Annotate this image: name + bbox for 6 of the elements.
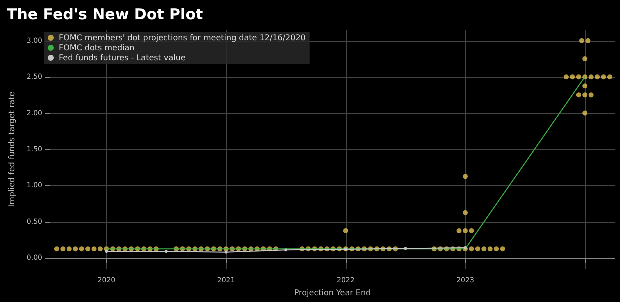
chart-title: The Fed's New Dot Plot — [7, 6, 204, 24]
legend-label: FOMC members' dot projections for meeting date 12/16/2020 — [59, 34, 306, 42]
legend-label: Fed funds futures - Latest value — [59, 54, 186, 62]
y-axis-title: Implied fed funds target rate — [8, 92, 16, 208]
x-axis-title: Projection Year End — [294, 288, 372, 298]
legend-label: FOMC dots median — [59, 44, 135, 52]
